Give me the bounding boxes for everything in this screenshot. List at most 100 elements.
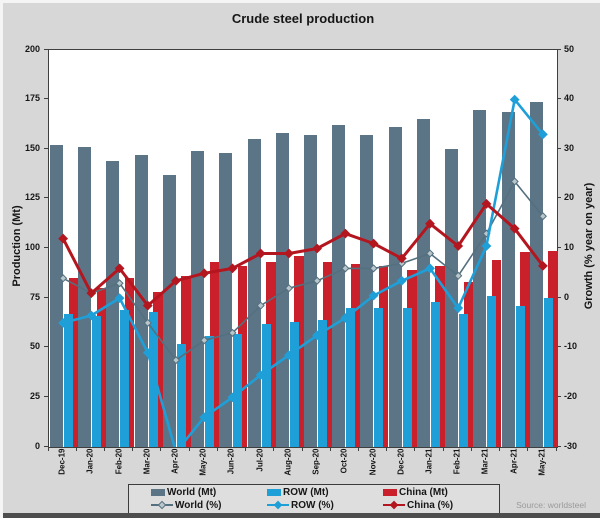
bar-row-mt xyxy=(374,308,384,447)
left-axis-tick-label: 100 xyxy=(24,242,40,252)
line-world-% xyxy=(62,180,544,362)
legend-bar-swatch xyxy=(383,489,397,497)
right-axis-tick-label: 10 xyxy=(564,242,575,252)
marker-diamond xyxy=(228,328,237,337)
bar-world-mt xyxy=(416,119,430,447)
bar-world-mt xyxy=(78,147,92,447)
bar-world-mt xyxy=(134,155,148,447)
bar-row-mt xyxy=(459,314,469,447)
marker-diamond xyxy=(115,279,124,288)
legend-row: World (%) ROW (%) China (%) xyxy=(151,500,499,511)
marker-diamond xyxy=(454,271,463,280)
marker-diamond xyxy=(199,412,210,423)
axis-tick xyxy=(47,447,49,451)
x-axis-label: Feb-21 xyxy=(452,448,462,475)
axis-tick xyxy=(44,147,48,149)
axis-tick xyxy=(329,447,331,451)
bar-world-mt xyxy=(501,111,515,447)
marker-diamond xyxy=(369,264,378,273)
legend-item-world-%: World (%) xyxy=(151,500,267,511)
x-axis-label: Dec-20 xyxy=(396,448,406,475)
legend-item-china-mt: China (Mt) xyxy=(383,487,499,498)
axis-tick xyxy=(414,447,416,451)
axis-tick xyxy=(357,447,359,451)
right-axis-tick-label: -30 xyxy=(564,440,578,451)
bar-world-mt xyxy=(388,127,402,447)
x-axis-label: Dec-19 xyxy=(57,448,67,475)
x-axis-label: Sep-20 xyxy=(311,448,321,475)
marker-diamond xyxy=(397,259,406,268)
bar-china-mt xyxy=(491,260,502,447)
bar-row-mt xyxy=(261,323,271,447)
marker-diamond xyxy=(58,233,69,244)
marker-diamond xyxy=(425,263,435,274)
axis-tick xyxy=(555,447,557,451)
left-axis-tick-label: 50 xyxy=(29,341,40,352)
bar-world-mt xyxy=(247,139,261,447)
bar-row-mt xyxy=(148,312,158,447)
bar-world-mt xyxy=(191,151,205,447)
right-axis-tick-label: 40 xyxy=(564,93,575,104)
bar-row-mt xyxy=(120,310,130,447)
marker-diamond xyxy=(227,392,238,403)
marker-diamond xyxy=(142,347,153,358)
x-axis-label: Jan-21 xyxy=(424,448,434,474)
marker-diamond xyxy=(537,260,548,271)
bar-china-mt xyxy=(548,250,558,447)
right-axis-tick-label: -20 xyxy=(564,390,578,401)
legend-item-world-mt: World (Mt) xyxy=(151,487,267,498)
marker-diamond xyxy=(510,177,519,186)
marker-diamond xyxy=(396,275,407,286)
axis-tick xyxy=(557,445,561,447)
x-axis-label: Mar-20 xyxy=(142,448,152,475)
marker-diamond xyxy=(58,318,69,328)
bar-china-mt xyxy=(237,266,248,447)
axis-tick xyxy=(44,98,48,100)
marker-diamond xyxy=(312,243,323,254)
legend-label: World (%) xyxy=(175,499,222,511)
bar-china-mt xyxy=(153,292,163,447)
left-axis-tick-label: 175 xyxy=(24,93,40,104)
left-axis-tick-label: 25 xyxy=(29,390,40,401)
marker-diamond xyxy=(227,263,238,274)
right-axis-tick-label: -10 xyxy=(564,341,578,352)
marker-diamond xyxy=(537,129,548,140)
axis-tick xyxy=(527,447,529,451)
left-axis-tick-label: 75 xyxy=(29,291,40,302)
marker-diamond xyxy=(341,264,350,273)
bar-china-mt xyxy=(463,282,474,447)
bar-row-mt xyxy=(176,343,186,447)
left-axis-title: Production (Mt) xyxy=(11,204,23,287)
marker-diamond xyxy=(86,288,97,299)
axis-tick xyxy=(160,447,162,451)
axis-tick xyxy=(44,395,48,397)
marker-diamond xyxy=(453,303,464,313)
bar-china-mt xyxy=(68,278,78,447)
legend-label: World (Mt) xyxy=(167,487,217,499)
bar-china-mt xyxy=(407,270,417,447)
legend-line-marker-icon xyxy=(267,500,289,510)
bar-row-mt xyxy=(205,335,215,447)
marker-diamond xyxy=(283,248,294,259)
right-axis-tick-label: 50 xyxy=(564,43,575,54)
axis-tick xyxy=(557,346,561,348)
marker-diamond xyxy=(114,263,125,274)
bar-row-mt xyxy=(289,321,299,447)
marker-diamond xyxy=(368,290,379,301)
bar-world-mt xyxy=(106,161,120,447)
legend-box: World (Mt) ROW (Mt) China (Mt) World (%) ROW… xyxy=(128,484,500,514)
axis-tick xyxy=(44,48,48,50)
x-axis-label: Apr-20 xyxy=(170,448,180,474)
x-axis-label: Jul-20 xyxy=(255,448,265,472)
marker-diamond xyxy=(86,310,97,321)
marker-diamond xyxy=(256,301,265,310)
bar-china-mt xyxy=(435,266,445,447)
axis-tick xyxy=(273,447,275,451)
x-axis-label: May-20 xyxy=(198,448,208,476)
bar-row-mt xyxy=(346,308,356,447)
marker-diamond xyxy=(255,370,266,380)
x-axis-label: Oct-20 xyxy=(339,448,349,474)
bar-row-mt xyxy=(318,319,327,447)
bar-china-mt xyxy=(520,252,530,447)
axis-tick xyxy=(470,447,472,451)
